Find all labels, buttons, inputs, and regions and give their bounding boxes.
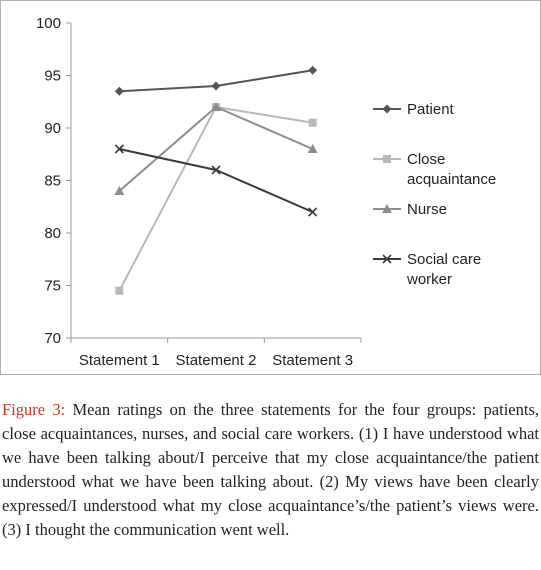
data-point [114, 144, 124, 154]
data-point [308, 207, 318, 217]
legend-label: Close acquaintance [407, 151, 496, 188]
series-diamond [114, 65, 318, 96]
series-x [114, 144, 318, 217]
chart-frame: 70 75 80 85 90 95 100 Statement 1 Statement 2 Sta… [0, 0, 541, 375]
legend: Patient Close acquaintance Nurse Social care… [373, 101, 496, 288]
line-chart: 70 75 80 85 90 95 100 Statement 1 Statement 2 Sta… [36, 15, 496, 369]
data-point [211, 102, 221, 111]
x-category-label: Statement 3 [272, 352, 353, 369]
legend-label: Patient [407, 101, 455, 118]
data-point [211, 165, 221, 175]
data-point [211, 81, 221, 91]
figure-caption: Figure 3: Mean ratings on the three stat… [2, 398, 539, 542]
series-square [115, 103, 317, 295]
x-category-label: Statement 2 [176, 352, 257, 369]
y-tick-label: 95 [44, 68, 61, 85]
legend-entry: Nurse [373, 201, 447, 218]
legend-marker [382, 104, 392, 114]
data-point [308, 65, 318, 75]
series-line [119, 148, 314, 213]
x-category-label: Statement 1 [79, 352, 160, 369]
legend-label: Nurse [407, 201, 447, 218]
series-line [118, 105, 314, 192]
axes: 70 75 80 85 90 95 100 Statement 1 Statement 2 Sta… [36, 15, 362, 369]
y-tick-label: 80 [44, 225, 61, 242]
legend-entry: Social care worker [373, 251, 481, 288]
legend-marker [383, 155, 391, 163]
figure-label: Figure 3: [2, 400, 66, 419]
data-point [115, 286, 124, 295]
data-point [308, 118, 317, 127]
legend-marker [382, 204, 392, 213]
y-tick-label: 70 [44, 330, 61, 347]
legend-marker [382, 254, 392, 264]
data-point [307, 144, 318, 153]
data-point [114, 186, 125, 195]
y-tick-label: 75 [44, 278, 61, 295]
data-point [114, 86, 124, 96]
legend-entry: Patient [373, 101, 455, 118]
series-triangle [114, 102, 318, 195]
legend-entry: Close acquaintance [373, 151, 496, 188]
caption-text: Mean ratings on the three statements for… [2, 400, 540, 539]
y-tick-label: 85 [44, 173, 61, 190]
series-lines [114, 65, 318, 295]
y-tick-label: 100 [36, 15, 61, 32]
legend-label: Social care worker [406, 251, 481, 288]
y-tick-label: 90 [44, 120, 61, 137]
